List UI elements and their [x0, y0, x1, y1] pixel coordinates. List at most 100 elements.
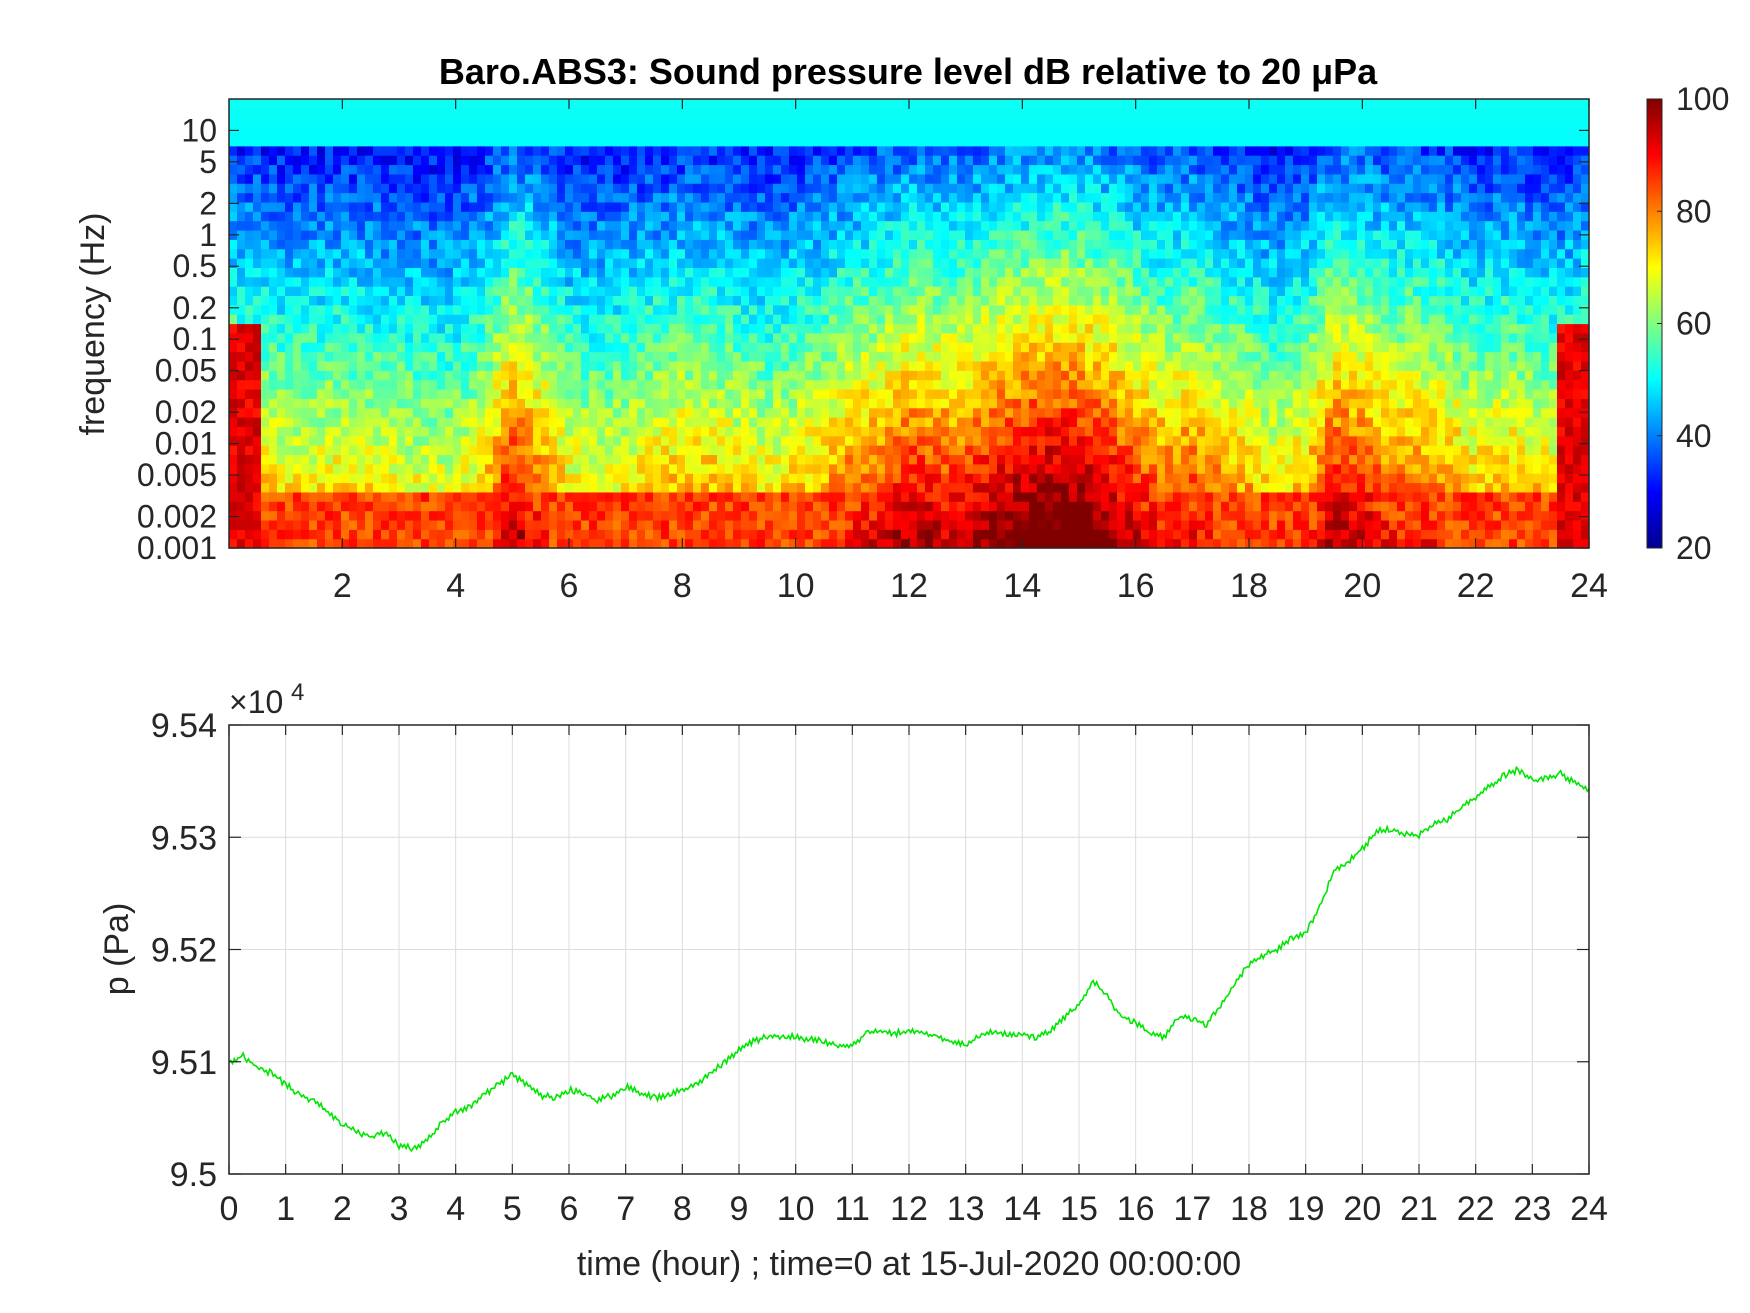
spectrogram-cell [989, 286, 998, 297]
spectrogram-cell [1029, 267, 1038, 278]
spectrogram-cell [933, 388, 942, 399]
spectrogram-cell [653, 286, 662, 297]
spectrogram-cell [253, 201, 262, 212]
spectrogram-cell [941, 267, 950, 278]
spectrogram-cell [909, 258, 918, 268]
spectrogram-cell [317, 286, 326, 297]
spectrogram-cell [869, 529, 878, 540]
spectrogram-cell [621, 388, 630, 399]
spectrogram-cell [309, 501, 318, 512]
spectrogram-cell [717, 258, 726, 268]
spectrogram-cell [573, 136, 582, 147]
spectrogram-cell [245, 108, 254, 119]
spectrogram-cell [1013, 201, 1022, 212]
spectrogram-cell [605, 538, 614, 549]
spectrogram-cell [341, 407, 350, 418]
spectrogram-cell [389, 145, 398, 156]
spectrogram-cell [269, 201, 278, 212]
spectrogram-cell [789, 220, 798, 231]
spectrogram-cell [565, 136, 574, 147]
spectrogram-cell [261, 220, 270, 231]
spectrogram-cell [493, 388, 502, 399]
spectrogram-cell [765, 164, 774, 175]
spectrogram-cell [837, 276, 846, 287]
spectrogram-cell [829, 267, 838, 278]
spectrogram-cell [397, 491, 406, 502]
spectrogram-cell [509, 201, 518, 212]
spectrogram-cell [1053, 295, 1062, 306]
spectrogram-cell [725, 463, 734, 474]
spectrogram-cell [365, 258, 374, 268]
spectrogram-cell [573, 267, 582, 278]
spectrogram-cell [901, 201, 910, 212]
spectrogram-cell [917, 388, 926, 399]
spectrogram-cell [845, 426, 854, 437]
spectrogram-cell [653, 370, 662, 381]
spectrogram-cell [397, 211, 406, 222]
spectrogram-cell [869, 360, 878, 371]
spectrogram-cell [757, 501, 766, 512]
spectrogram-cell [973, 145, 982, 156]
spectrogram-cell [253, 108, 262, 119]
spectrogram-cell [1053, 239, 1062, 250]
spectrogram-cell [261, 267, 270, 278]
spectrogram-cell [445, 435, 454, 446]
spectrogram-cell [757, 155, 766, 166]
spectrogram-cell [445, 239, 454, 250]
spectrogram-cell [637, 276, 646, 287]
spectrogram-cell [957, 239, 966, 250]
spectrogram-cell [589, 529, 598, 540]
spectrogram-cell [981, 538, 990, 549]
spectrogram-cell [725, 304, 734, 315]
spectrogram-cell [237, 267, 246, 278]
spectrogram-cell [773, 360, 782, 371]
spectrogram-cell [421, 295, 430, 306]
spectrogram-cell [637, 155, 646, 166]
spectrogram-cell [349, 388, 358, 399]
spectrogram-cell [493, 398, 502, 409]
spectrogram-cell [877, 435, 886, 446]
spectrogram-cell [549, 407, 558, 418]
spectrogram-cell [941, 173, 950, 184]
spectrogram-cell [941, 407, 950, 418]
spectrogram-cell [965, 267, 974, 278]
spectrogram-cell [1021, 304, 1030, 315]
spectrogram-cell [1037, 482, 1046, 493]
spectrogram-cell [669, 473, 678, 484]
spectrogram-cell [677, 145, 686, 156]
spectrogram-cell [901, 463, 910, 474]
spectrogram-cell [621, 519, 630, 530]
spectrogram-cell [309, 426, 318, 437]
spectrogram-cell [565, 351, 574, 362]
spectrogram-cell [789, 258, 798, 268]
spectrogram-cell [701, 445, 710, 456]
spectrogram-cell [677, 117, 686, 128]
spectrogram-cell [725, 519, 734, 530]
spectrogram-cell [901, 220, 910, 231]
spectrogram-cell [533, 491, 542, 502]
spectrogram-cell [685, 426, 694, 437]
spectrogram-cell [669, 304, 678, 315]
spectrogram-cell [1021, 332, 1030, 343]
spectrogram-cell [853, 538, 862, 549]
spectrogram-cell [261, 239, 270, 250]
spectrogram-cell [989, 445, 998, 456]
spectrogram-cell [757, 426, 766, 437]
spectrogram-cell [237, 314, 246, 325]
spectrogram-cell [797, 239, 806, 250]
spectrogram-cell [445, 229, 454, 240]
spectrogram-cell [629, 379, 638, 390]
spectrogram-cell [1053, 417, 1062, 427]
spectrogram-cell [629, 145, 638, 156]
spectrogram-cell [277, 286, 286, 297]
spectrogram-cell [293, 370, 302, 381]
spectrogram-cell [317, 510, 326, 521]
spectrogram-cell [861, 360, 870, 371]
spectrogram-cell [829, 426, 838, 437]
spectrogram-cell [253, 99, 262, 109]
spectrogram-cell [581, 136, 590, 147]
spectrogram-cell [293, 108, 302, 119]
spectrogram-cell [981, 426, 990, 437]
spectrogram-cell [477, 491, 486, 502]
spectrogram-cell [821, 360, 830, 371]
